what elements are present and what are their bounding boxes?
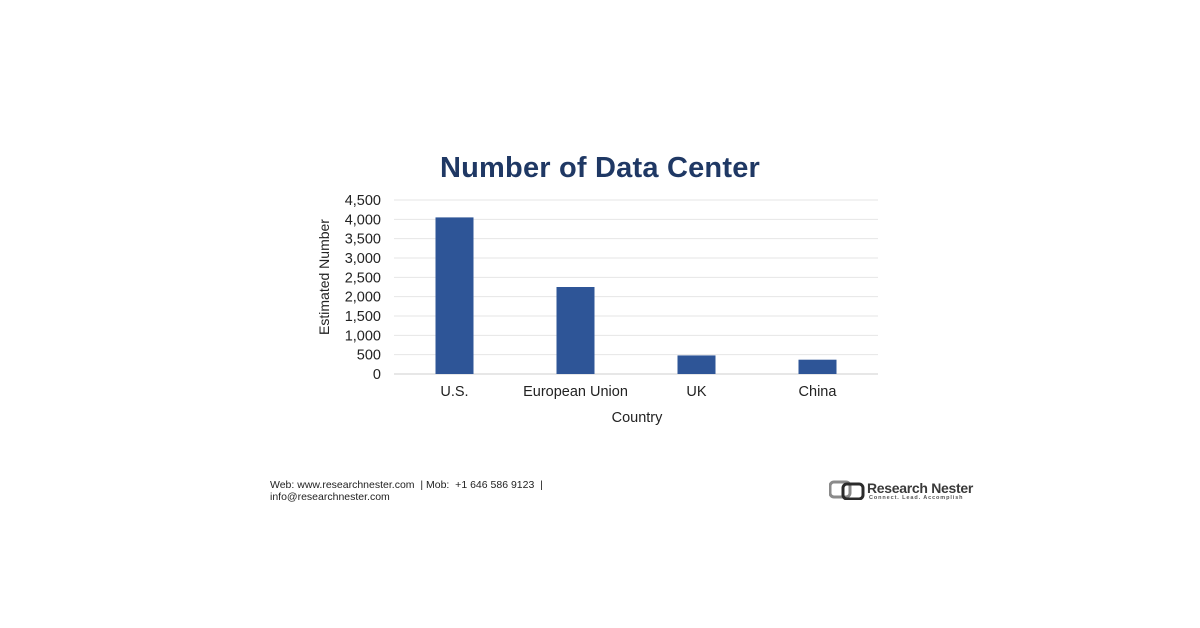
x-tick-label: European Union [523, 384, 628, 400]
y-tick-label: 2,000 [345, 290, 381, 306]
x-axis-title: Country [612, 410, 664, 426]
y-tick-label: 4,500 [345, 193, 381, 209]
logo-mark-icon [829, 480, 865, 500]
footer-web-line: Web: www.researchnester.com | Mob: +1 64… [270, 479, 543, 491]
bars [435, 217, 837, 374]
gridlines [394, 199, 878, 375]
y-tick-label: 1,000 [345, 328, 381, 344]
y-tick-label: 1,500 [345, 309, 381, 325]
x-tick-labels: U.S. European Union UK China [440, 384, 837, 400]
y-tick-label: 4,000 [345, 212, 381, 228]
footer-email-line: info@researchnester.com [270, 491, 390, 503]
logo-name: Research Nester [867, 480, 974, 496]
y-tick-label: 3,500 [345, 232, 381, 248]
research-nester-logo: Research Nester Connect. Lead. Accomplis… [829, 480, 979, 504]
y-tick-label: 0 [373, 367, 381, 383]
bar-u-s [435, 217, 474, 374]
x-tick-label: U.S. [440, 384, 468, 400]
y-axis-title: Estimated Number [316, 219, 332, 335]
x-tick-label: UK [686, 384, 706, 400]
chart-title: Number of Data Center [439, 152, 761, 184]
logo-tagline: Connect. Lead. Accomplish [869, 495, 964, 501]
x-tick-label: China [799, 384, 838, 400]
bar-uk [677, 355, 716, 374]
footer-contact: Web: www.researchnester.com | Mob: +1 64… [270, 479, 543, 503]
y-tick-label: 3,000 [345, 251, 381, 267]
bar-china [798, 359, 837, 374]
bar-european-union [556, 287, 595, 374]
y-tick-labels: 0 500 1,000 1,500 2,000 2,500 3,000 3,500 4,000 4… [345, 193, 381, 383]
y-tick-label: 500 [357, 348, 381, 364]
y-tick-label: 2,500 [345, 270, 381, 286]
